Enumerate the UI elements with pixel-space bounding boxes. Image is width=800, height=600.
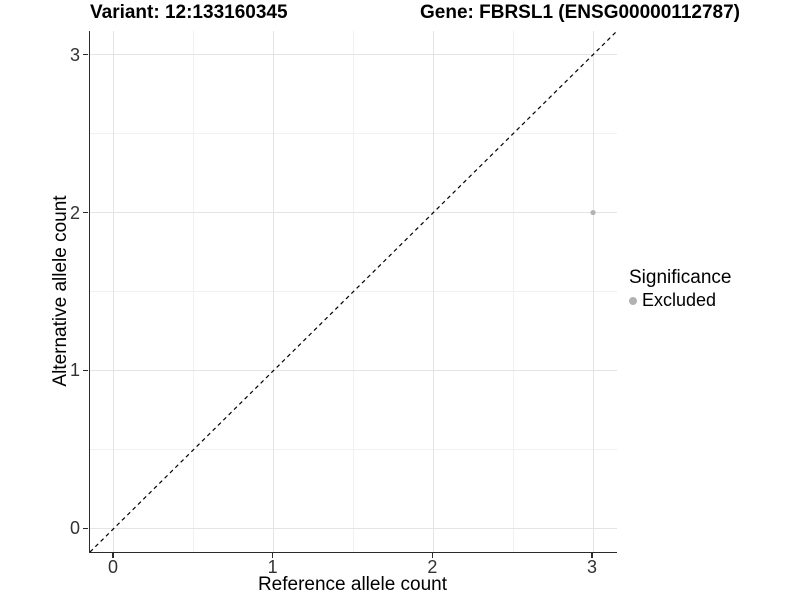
y-tick-label: 0 xyxy=(69,518,80,539)
identity-dashed-line xyxy=(90,31,617,552)
legend-item-excluded: Excluded xyxy=(629,290,731,311)
gridline-major-vertical xyxy=(273,31,275,552)
gridline-minor-horizontal xyxy=(90,448,617,450)
gridline-minor-horizontal xyxy=(90,133,617,135)
plot-title-variant: Variant: 12:133160345 xyxy=(90,2,288,23)
x-axis-tick xyxy=(591,553,593,558)
x-tick-label: 0 xyxy=(107,557,118,577)
x-axis-tick xyxy=(112,553,114,558)
y-tick-label: 1 xyxy=(69,360,80,381)
plot-panel xyxy=(89,31,617,553)
legend-point-swatch-icon xyxy=(629,296,637,305)
plot-canvas xyxy=(90,31,617,552)
x-tick-label: 2 xyxy=(427,557,438,577)
gridline-major-vertical xyxy=(113,31,115,552)
x-tick-label: 1 xyxy=(267,557,278,577)
x-axis-title: Reference allele count xyxy=(257,574,448,595)
plot-title-gene: Gene: FBRSL1 (ENSG00000112787) xyxy=(420,2,740,23)
x-tick-label: 3 xyxy=(587,557,598,577)
gridline-major-vertical xyxy=(592,31,594,552)
y-axis-tick xyxy=(83,53,88,56)
data-point xyxy=(590,209,596,216)
y-axis-tick xyxy=(83,211,88,214)
y-axis-tick xyxy=(83,369,88,372)
x-axis-tick xyxy=(431,553,434,558)
y-axis-title: Alternative allele count xyxy=(50,195,71,387)
gridline-major-horizontal xyxy=(90,54,617,56)
y-axis-tick xyxy=(83,527,88,530)
gridline-major-horizontal xyxy=(90,212,617,214)
y-tick-label: 2 xyxy=(69,202,80,223)
gridline-major-horizontal xyxy=(90,369,617,371)
legend-title: Significance xyxy=(629,267,732,288)
gridline-major-horizontal xyxy=(90,527,617,529)
legend: Significance Excluded xyxy=(629,267,731,311)
y-tick-label: 3 xyxy=(69,44,80,65)
gridline-major-vertical xyxy=(432,31,434,552)
x-axis-tick xyxy=(271,553,274,558)
legend-item-label: Excluded xyxy=(642,290,717,310)
